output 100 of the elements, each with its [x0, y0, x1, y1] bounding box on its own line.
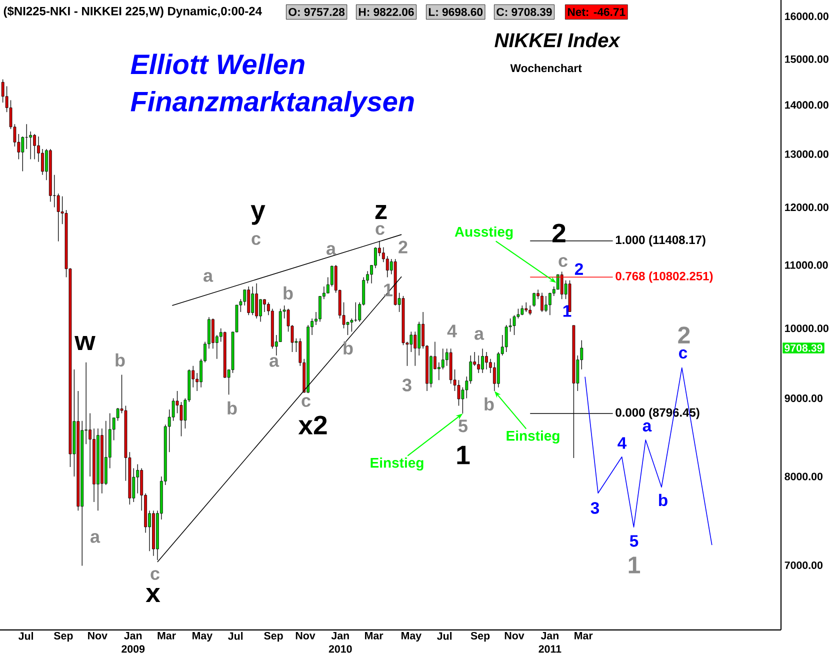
annotation: x — [146, 588, 160, 602]
candlestick — [528, 305, 532, 316]
annotation: 3 — [590, 502, 600, 514]
candlestick — [247, 286, 250, 316]
annotation: Ausstieg — [454, 226, 513, 240]
candlestick — [548, 292, 552, 316]
annotation: Einstieg — [506, 430, 560, 444]
text: 9708.39 — [784, 344, 822, 352]
y-tick-label: 7000.00 — [784, 561, 822, 570]
annotation: a — [90, 533, 100, 543]
line-series — [584, 367, 712, 546]
candlestick — [354, 302, 358, 322]
annotation: b — [344, 341, 353, 355]
x-tick-label: Nov — [88, 632, 108, 640]
candlestick — [524, 302, 528, 312]
y-tick-label: 12000.00 — [785, 204, 828, 212]
candlestick — [263, 298, 266, 312]
candlestick — [255, 283, 258, 319]
annotation: y — [250, 205, 266, 225]
candlestick — [350, 318, 354, 332]
annotation: b — [284, 286, 293, 300]
annotation: 2 — [398, 240, 408, 254]
annotation: b — [484, 397, 494, 411]
x-tick-label: Jan 2009 — [122, 632, 145, 653]
y-tick-label: 15000.00 — [785, 55, 828, 63]
annotation: c — [376, 225, 384, 235]
candlestick — [540, 292, 544, 312]
series-label: 1.000 (11408.17) — [616, 235, 706, 246]
candlestick — [457, 380, 460, 406]
x-tick-label: Sep — [264, 632, 283, 642]
annotation: 5 — [458, 420, 468, 432]
annotation: x2 — [298, 416, 327, 434]
annotation: 3 — [402, 378, 412, 392]
annotation: 2 — [678, 326, 690, 344]
annotation: c — [302, 397, 310, 407]
annotation: a — [270, 357, 280, 367]
annotation: 4 — [618, 437, 627, 449]
x-tick-label: May — [192, 632, 213, 642]
candlestick — [560, 271, 564, 300]
x-tick-label: Mar — [365, 632, 384, 640]
annotation: C: 9708.39 — [496, 8, 552, 16]
candlestick — [532, 292, 536, 308]
y-tick-label: 8000.00 — [784, 472, 822, 480]
annotation: 2 — [574, 263, 583, 275]
annotation: 4 — [447, 324, 457, 338]
annotation: NIKKEI Index — [494, 32, 621, 48]
candlestick — [212, 318, 214, 349]
x-tick-label: Mar — [574, 632, 593, 640]
candlestick — [477, 355, 480, 374]
candlestick — [504, 324, 508, 352]
x-tick-label: Jan 2010 — [328, 632, 352, 653]
annotation: z — [375, 204, 387, 220]
annotation: 1 — [628, 556, 640, 574]
annotation: Elliott Wellen — [130, 54, 304, 74]
y-tick-label: 11000.00 — [785, 261, 828, 269]
annotation: 1 — [457, 446, 470, 464]
text: ($NI225-NKI - NIKKEI 225,W) Dynamic,0:00-24 — [4, 6, 262, 18]
annotation: b — [659, 494, 668, 506]
annotation: 5 — [630, 535, 638, 547]
annotation: a — [204, 272, 214, 282]
candlestick — [41, 148, 44, 176]
candlestick — [180, 402, 183, 437]
annotation: O: 9757.28 — [288, 8, 345, 16]
annotation: 1 — [563, 305, 572, 317]
series-label: 0.768 (10802.251) — [616, 272, 713, 283]
candlestick — [544, 296, 548, 312]
annotation: c — [679, 349, 688, 359]
annotation: b — [116, 353, 125, 367]
annotation: a — [642, 422, 652, 432]
annotation: c — [558, 257, 568, 267]
annotation: Net: -46.71 — [568, 8, 626, 16]
candlestick — [33, 134, 36, 160]
annotation: H: 9822.06 — [358, 8, 414, 16]
annotation: Wochenchart — [510, 64, 582, 72]
annotation: w — [74, 336, 96, 350]
x-tick-label: Mar — [158, 632, 176, 640]
candlestick — [512, 314, 516, 336]
x-tick-label: Jul — [18, 632, 34, 640]
x-tick-label: Jan 2011 — [538, 632, 562, 653]
candlestick — [318, 296, 322, 322]
y-tick-label: 16000.00 — [785, 12, 828, 20]
y-tick-label: 9000.00 — [784, 394, 822, 402]
annotation: Finanzmarktanalysen — [130, 90, 414, 118]
x-tick-label: Nov — [296, 632, 316, 640]
annotation: c — [252, 235, 260, 245]
candlestick — [485, 352, 488, 370]
candlestick — [481, 348, 484, 374]
y-tick-label: 14000.00 — [785, 101, 828, 109]
candlestick — [386, 256, 389, 278]
x-tick-label: Sep — [54, 632, 73, 642]
annotation: L: 9698.60 — [428, 8, 483, 16]
candlestick — [410, 331, 413, 352]
x-tick-label: Jul — [437, 632, 452, 640]
x-tick-label: May — [402, 632, 422, 642]
x-tick-label: Sep — [470, 632, 490, 642]
annotation: Einstieg — [370, 457, 424, 471]
annotation: c — [150, 570, 160, 580]
candlestick — [56, 193, 60, 242]
y-tick-label: 13000.00 — [785, 150, 828, 158]
annotation: 2 — [552, 224, 566, 242]
